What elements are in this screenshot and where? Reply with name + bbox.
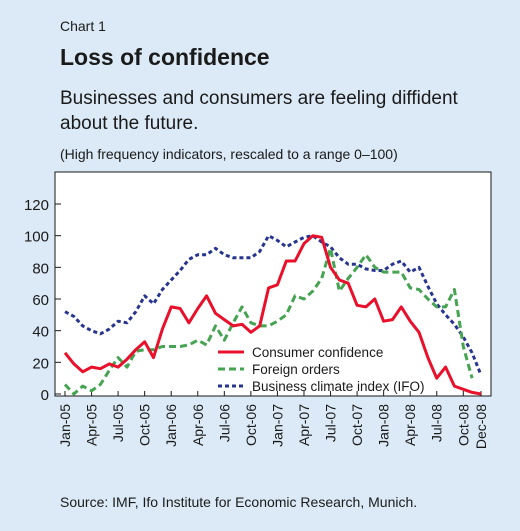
y-tick-label: 80 xyxy=(32,260,49,277)
x-tick-label: Oct-05 xyxy=(137,404,153,446)
y-tick-label: 20 xyxy=(32,355,49,372)
y-tick-label: 40 xyxy=(32,324,49,341)
chart-note: (High frequency indicators, rescaled to … xyxy=(60,146,398,162)
x-tick-label: Jul-06 xyxy=(216,404,232,442)
y-tick-label: 0 xyxy=(41,387,49,404)
legend-label: Consumer confidence xyxy=(252,345,383,360)
y-tick-label: 100 xyxy=(24,229,49,246)
series-line-business-climate-index-ifo xyxy=(64,234,483,376)
y-tick-label: 120 xyxy=(24,197,49,214)
y-tick-label: 60 xyxy=(32,292,49,309)
chart-title: Loss of confidence xyxy=(60,44,270,70)
x-tick-label: Jul-08 xyxy=(429,404,445,442)
series-line-foreign-orders xyxy=(63,246,474,396)
chart-source: Source: IMF, Ifo Institute for Economic … xyxy=(60,494,418,510)
x-tick-label: Apr-08 xyxy=(402,404,418,446)
x-tick-label: Jan-06 xyxy=(163,404,179,447)
x-tick-label: Jan-08 xyxy=(376,404,392,447)
plot-area xyxy=(54,171,492,397)
x-tick-label: Apr-07 xyxy=(296,404,312,446)
x-tick-label: Jan-05 xyxy=(57,404,73,447)
x-tick-label: Apr-05 xyxy=(84,404,100,446)
x-tick-label: Dec-08 xyxy=(473,404,489,449)
legend-label: Business climate index (IFO) xyxy=(252,379,425,394)
x-tick-label: Oct-08 xyxy=(455,404,471,446)
x-tick-label: Oct-07 xyxy=(349,404,365,446)
x-tick-label: Apr-06 xyxy=(190,404,206,446)
x-tick-label: Jul-05 xyxy=(110,404,126,442)
x-tick-label: Oct-06 xyxy=(243,404,259,446)
chart-number-label: Chart 1 xyxy=(60,18,106,34)
legend-label: Foreign orders xyxy=(252,362,340,377)
series-line-consumer-confidence xyxy=(63,234,482,396)
x-tick-label: Jul-07 xyxy=(323,404,339,442)
chart-subtitle: Businesses and consumers are feeling dif… xyxy=(60,88,458,134)
x-tick-label: Jan-07 xyxy=(269,404,285,447)
